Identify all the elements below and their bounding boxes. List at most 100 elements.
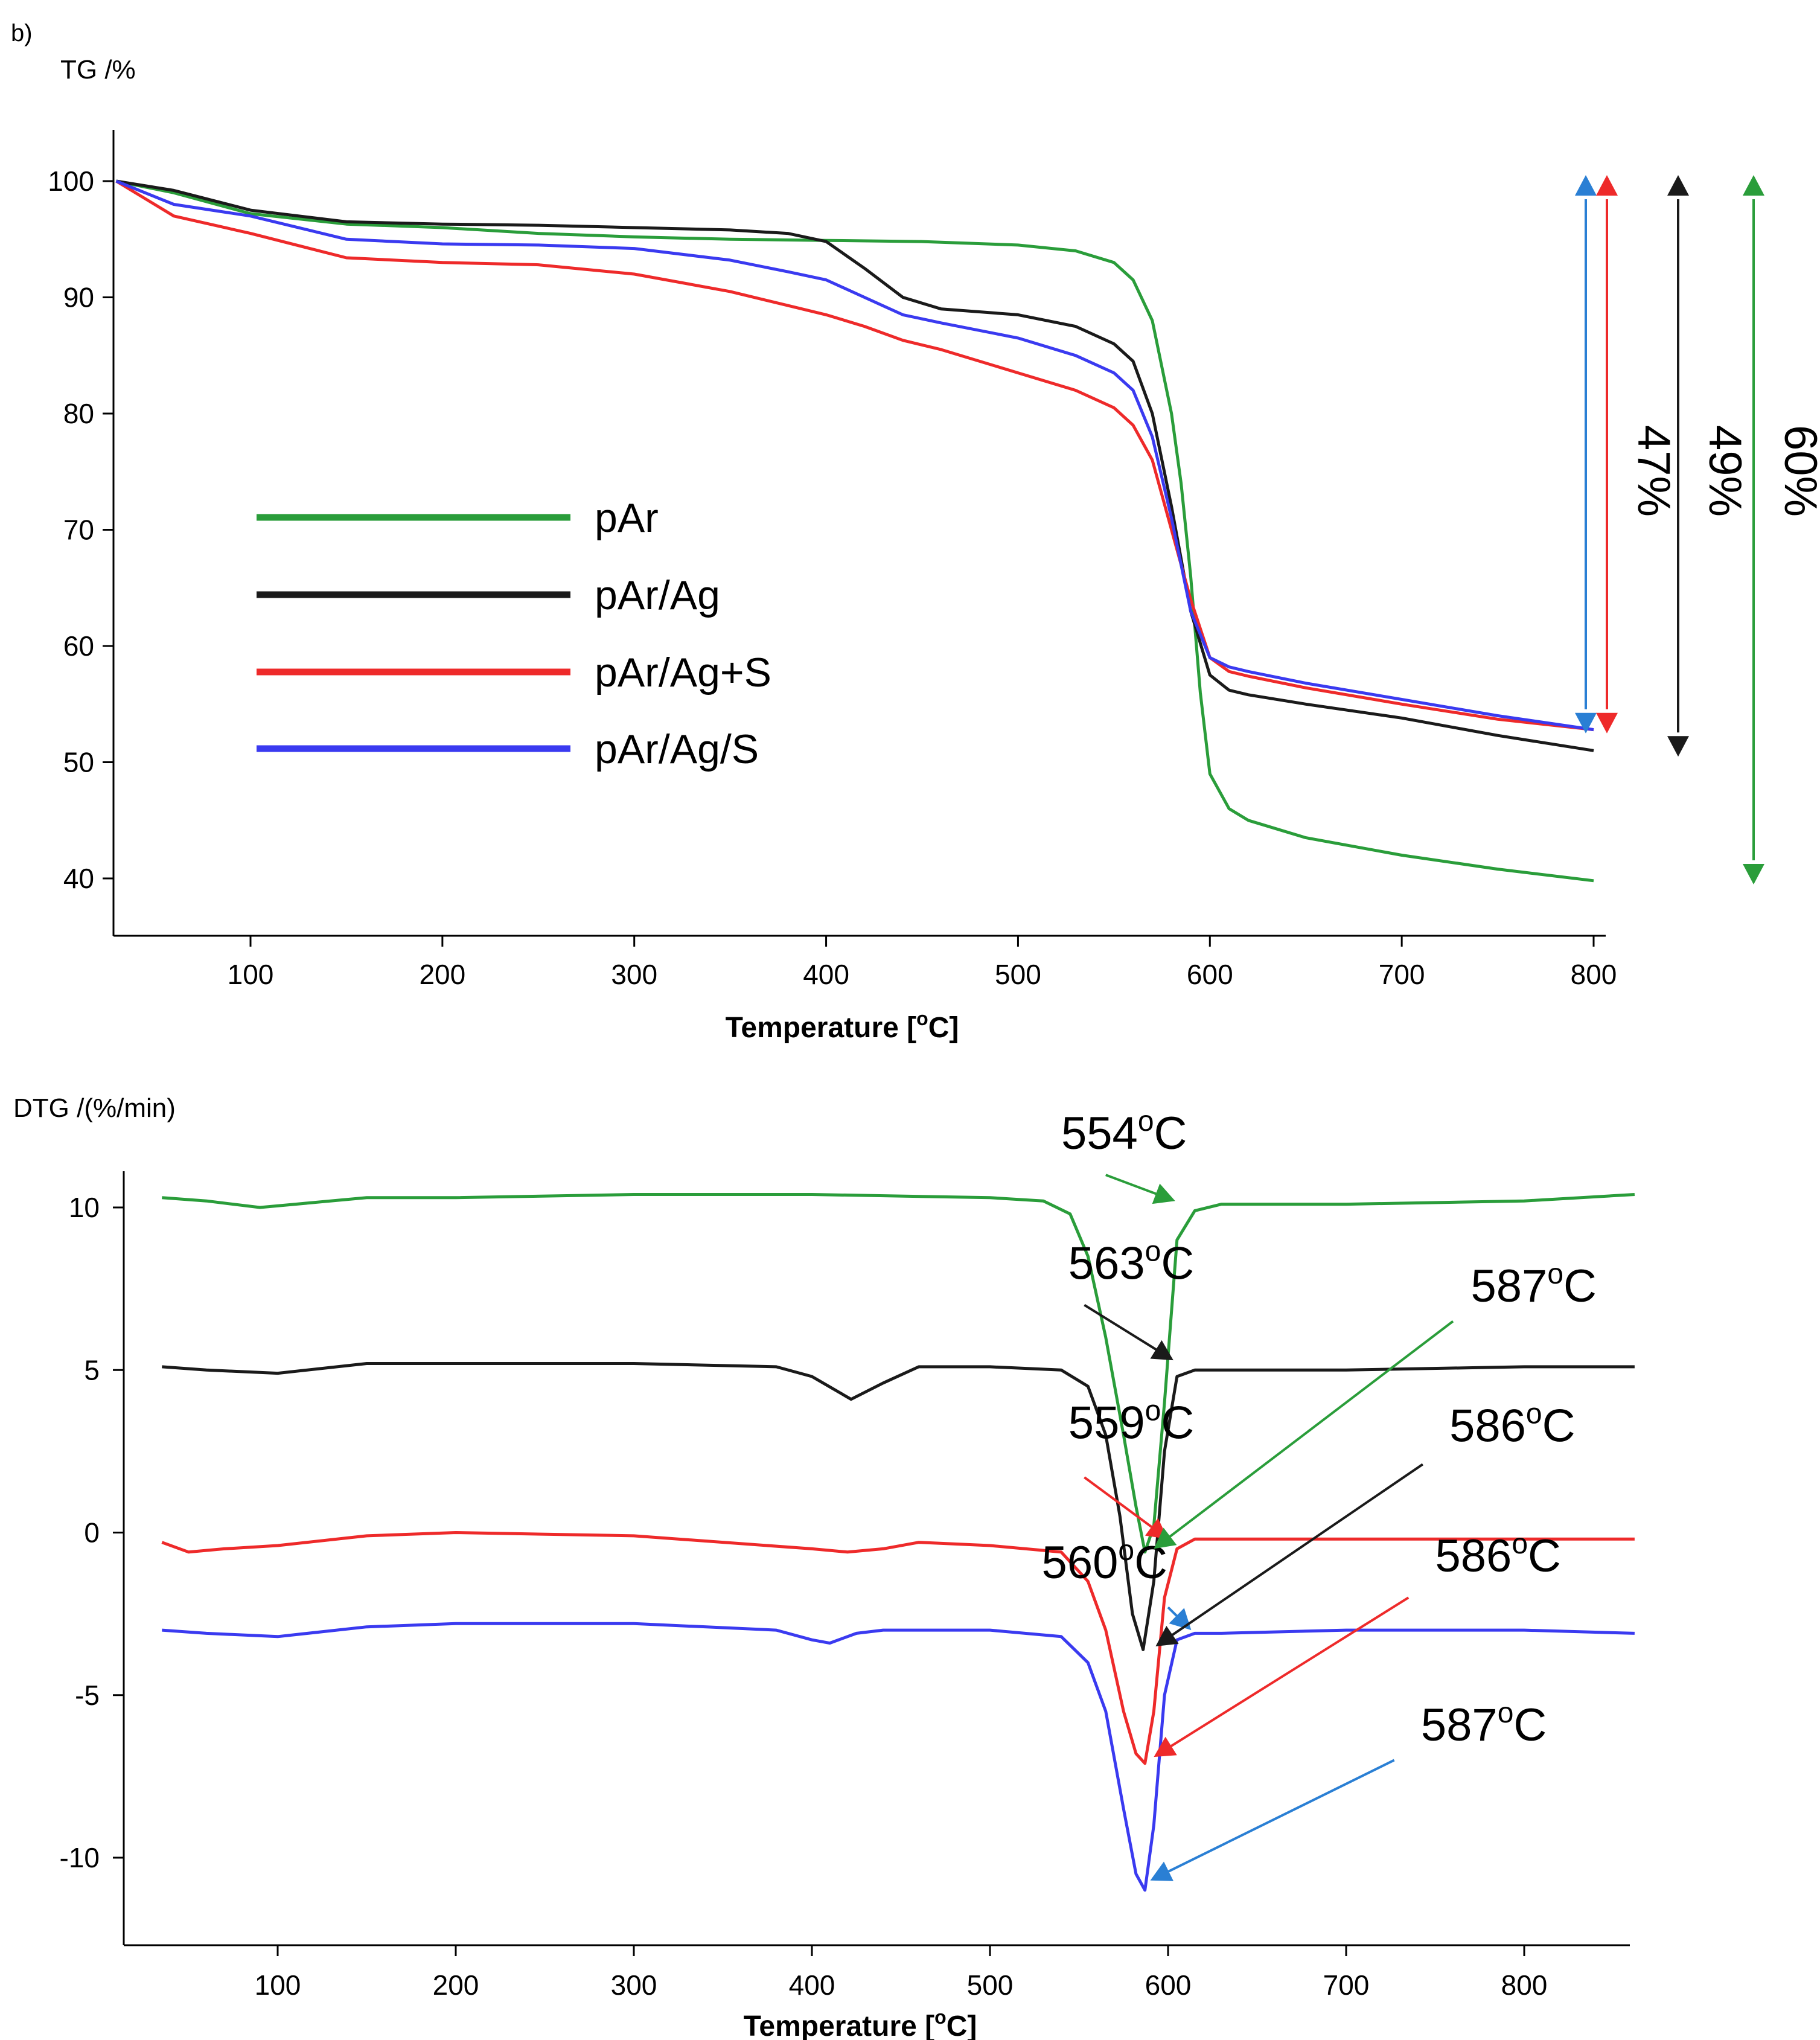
dtg-peak-degree: o	[1138, 1105, 1154, 1137]
tg-legend-label: pAr/Ag/S	[595, 726, 759, 772]
dtg-series-par-ag	[162, 1362, 1635, 1651]
dtg-peak-label: 554oC	[1061, 1105, 1187, 1159]
dtg-x-tick-label: 600	[1145, 1969, 1192, 2001]
dtg-peak-unit: C	[1528, 1530, 1561, 1582]
tg-series-par	[116, 179, 1594, 883]
tg-x-tick-label: 600	[1187, 959, 1233, 990]
dtg-peak-label: 560oC	[1042, 1535, 1167, 1588]
tg-x-axis-label: Temperature [oC]	[726, 1008, 959, 1044]
dtg-peak-arrowhead	[1155, 1625, 1179, 1646]
dtg-peak-degree: o	[1118, 1535, 1134, 1567]
dtg-peak-label: 586oC	[1449, 1398, 1575, 1452]
dtg-peak-degree: o	[1547, 1258, 1563, 1290]
tg-x-tick-label: 200	[419, 959, 465, 990]
dtg-peak-unit: C	[1563, 1261, 1597, 1312]
tg-mass-loss-arrowhead	[1575, 712, 1597, 734]
dtg-peak-arrow	[1170, 1463, 1423, 1637]
dtg-series-par-ag-s	[161, 1531, 1635, 1765]
dtg-xlabel-suffix: C]	[947, 2010, 977, 2040]
dtg-peak-arrow	[1168, 1596, 1410, 1748]
dtg-peak-value: 563	[1068, 1238, 1145, 1289]
dtg-peak-unit: C	[1542, 1401, 1576, 1452]
dtg-x-tick-label: 300	[611, 1969, 657, 2001]
dtg-peak-unit: C	[1161, 1397, 1194, 1448]
dtg-peak-arrowhead	[1154, 1736, 1177, 1757]
dtg-y-tick-label: -5	[75, 1680, 100, 1711]
tg-mass-loss-arrowhead	[1667, 175, 1689, 196]
dtg-series-par-ag-s	[162, 1622, 1635, 1892]
tg-legend-label: pAr/Ag+S	[595, 650, 771, 695]
dtg-y-axis-label: DTG /(%/min)	[13, 1093, 176, 1123]
dtg-xlabel-main: Temperature [	[744, 2010, 935, 2040]
dtg-peak-degree: o	[1145, 1235, 1161, 1267]
tg-y-axis-label: TG /%	[60, 55, 136, 85]
tg-mass-loss-label: 49%	[1699, 425, 1751, 517]
tg-legend-label: pAr/Ag	[595, 572, 720, 618]
dtg-x-tick-label: 500	[967, 1969, 1014, 2001]
tg-panel: TG /% 40 50 60 70 80 90 100 100 200 300 400 500 600…	[48, 55, 1820, 1044]
dtg-peak-unit: C	[1154, 1108, 1187, 1159]
tg-x-tick-label: 100	[228, 959, 274, 990]
tg-mass-loss-arrowhead	[1743, 175, 1764, 196]
dtg-series-par	[162, 1193, 1635, 1554]
tg-xlabel-sup: o	[916, 1008, 928, 1029]
dtg-x-tick-label: 800	[1501, 1969, 1548, 2001]
tg-y-tick-label: 50	[63, 747, 94, 778]
dtg-peak-label: 559oC	[1068, 1395, 1194, 1448]
dtg-peak-value: 559	[1068, 1397, 1145, 1448]
tg-mass-loss-arrowhead	[1743, 864, 1764, 884]
dtg-peak-value: 586	[1435, 1530, 1512, 1582]
panel-label: b)	[11, 20, 33, 46]
dtg-peak-arrow	[1167, 1320, 1454, 1539]
dtg-peak-arrow	[1105, 1174, 1159, 1196]
tg-x-tick-label: 700	[1379, 959, 1425, 990]
dtg-peak-value: 587	[1471, 1261, 1548, 1312]
tg-series-par-ag	[116, 179, 1594, 752]
dtg-peak-value: 554	[1061, 1108, 1138, 1159]
dtg-peak-degree: o	[1498, 1697, 1514, 1729]
dtg-peak-unit: C	[1161, 1238, 1194, 1289]
dtg-peak-arrow	[1084, 1476, 1155, 1530]
dtg-peak-arrowhead	[1150, 1861, 1173, 1881]
tg-mass-loss-arrowhead	[1596, 712, 1618, 734]
dtg-peak-arrow	[1084, 1303, 1159, 1352]
dtg-panel: DTG /(%/min) 10 5 0 -5 -10 100 200 300 400 500 60…	[13, 1093, 1635, 2040]
tg-x-tick-label: 400	[803, 959, 849, 990]
dtg-peak-label: 563oC	[1068, 1235, 1194, 1289]
tg-y-tick-label: 40	[63, 863, 94, 894]
dtg-peak-value: 587	[1421, 1699, 1498, 1751]
dtg-x-tick-label: 400	[789, 1969, 835, 2001]
dtg-peak-value: 586	[1449, 1401, 1526, 1452]
tg-y-tick-label: 80	[63, 398, 94, 429]
dtg-peak-value: 560	[1042, 1537, 1119, 1588]
dtg-y-tick-label: 0	[84, 1517, 100, 1549]
dtg-x-tick-label: 700	[1323, 1969, 1370, 2001]
tg-xlabel-main: Temperature [	[726, 1012, 917, 1044]
dtg-peak-label: 587oC	[1421, 1697, 1547, 1751]
tg-mass-loss-arrowhead	[1575, 175, 1597, 196]
dtg-peak-degree: o	[1512, 1528, 1528, 1560]
tg-series-par-ag-s	[115, 179, 1594, 732]
tg-mass-loss-label: 47%	[1628, 425, 1679, 517]
dtg-peak-degree: o	[1145, 1395, 1161, 1427]
tg-mass-loss-arrowhead	[1667, 736, 1689, 757]
tg-x-tick-label: 800	[1571, 959, 1617, 990]
tg-mass-loss-arrowhead	[1596, 175, 1618, 196]
tg-xlabel-suffix: C]	[928, 1012, 959, 1044]
tg-mass-loss-label: 60%	[1775, 425, 1820, 517]
dtg-peak-arrowhead	[1150, 1340, 1173, 1361]
dtg-y-tick-label: 10	[69, 1192, 100, 1223]
tg-legend-label: pAr	[595, 495, 659, 541]
dtg-peak-arrow	[1166, 1759, 1395, 1874]
dtg-peak-label: 586oC	[1435, 1528, 1561, 1582]
dtg-peak-degree: o	[1526, 1398, 1542, 1430]
dtg-y-tick-label: 5	[84, 1354, 100, 1386]
dtg-peak-unit: C	[1513, 1699, 1547, 1751]
dtg-x-axis-label: Temperature [oC]	[744, 2006, 977, 2040]
dtg-peak-label: 587oC	[1471, 1258, 1597, 1312]
dtg-y-tick-label: -10	[60, 1842, 100, 1873]
dtg-x-tick-label: 100	[255, 1969, 301, 2001]
dtg-peak-arrowhead	[1154, 1527, 1177, 1549]
tg-y-tick-label: 90	[63, 282, 94, 313]
